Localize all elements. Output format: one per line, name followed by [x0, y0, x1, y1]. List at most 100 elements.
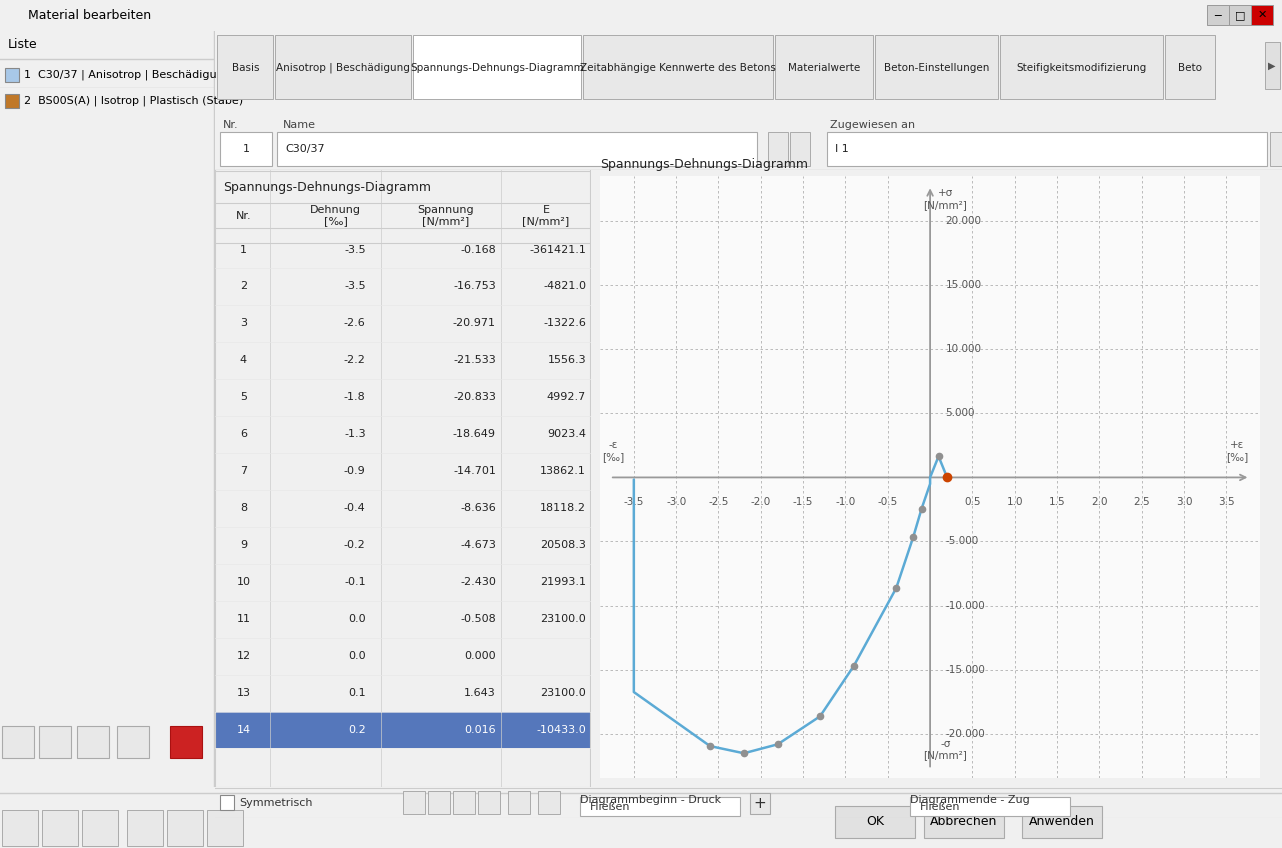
- Text: -0.9: -0.9: [344, 466, 365, 477]
- Bar: [876, 36, 999, 98]
- Text: -10.000: -10.000: [945, 600, 985, 611]
- Text: 20508.3: 20508.3: [540, 540, 586, 550]
- Text: Nr.: Nr.: [236, 210, 251, 220]
- Text: -15.000: -15.000: [945, 665, 985, 674]
- Text: OK: OK: [867, 816, 885, 828]
- Text: ✕: ✕: [1258, 10, 1267, 20]
- Text: Zeitabhängige Kennwerte des Betons: Zeitabhängige Kennwerte des Betons: [581, 63, 776, 73]
- Bar: [1022, 806, 1103, 838]
- Bar: [827, 131, 1267, 166]
- Text: 23100.0: 23100.0: [540, 688, 586, 698]
- Text: +ε
[‰]: +ε [‰]: [1226, 440, 1249, 462]
- Text: -5.000: -5.000: [945, 537, 978, 546]
- Text: -σ
[N/mm²]: -σ [N/mm²]: [923, 739, 967, 761]
- Bar: [910, 797, 1070, 817]
- Text: Spannung
[N/mm²]: Spannung [N/mm²]: [418, 204, 474, 226]
- Text: 2  BS00S(A) | Isotrop | Plastisch (Stäbe): 2 BS00S(A) | Isotrop | Plastisch (Stäbe): [24, 95, 244, 106]
- Text: Spannungs-Dehnungs-Diagramm: Spannungs-Dehnungs-Diagramm: [600, 158, 808, 171]
- Bar: [583, 36, 773, 98]
- Text: 3.0: 3.0: [1176, 497, 1192, 506]
- Text: 2.0: 2.0: [1091, 497, 1108, 506]
- Text: Liste: Liste: [8, 38, 37, 51]
- Bar: [1270, 131, 1282, 166]
- Text: 4: 4: [240, 355, 247, 365]
- Text: 0.1: 0.1: [347, 688, 365, 698]
- Text: Fließen: Fließen: [590, 802, 631, 812]
- Bar: [924, 806, 1004, 838]
- Bar: [42, 810, 78, 846]
- Bar: [221, 795, 235, 810]
- Text: Abbrechen: Abbrechen: [931, 816, 997, 828]
- Text: Spannungs-Dehnungs-Diagramm: Spannungs-Dehnungs-Diagramm: [223, 181, 431, 194]
- Text: -2.0: -2.0: [751, 497, 770, 506]
- Text: Dehnung
[‰]: Dehnung [‰]: [310, 204, 362, 226]
- Bar: [117, 726, 149, 758]
- Text: 0.0: 0.0: [347, 651, 365, 661]
- Bar: [276, 36, 412, 98]
- Bar: [82, 810, 118, 846]
- Text: 8: 8: [240, 503, 247, 513]
- Bar: [1229, 5, 1251, 25]
- Text: 1.5: 1.5: [1049, 497, 1065, 506]
- Text: 10.000: 10.000: [945, 344, 981, 354]
- Text: Steifigkeitsmodifizierung: Steifigkeitsmodifizierung: [1017, 63, 1146, 73]
- Text: -0.1: -0.1: [344, 577, 365, 587]
- Text: -18.649: -18.649: [453, 429, 496, 439]
- Bar: [5, 68, 19, 81]
- Text: -0.2: -0.2: [344, 540, 365, 550]
- Text: Anwenden: Anwenden: [1029, 816, 1095, 828]
- Text: -8.636: -8.636: [460, 503, 496, 513]
- Text: 13: 13: [236, 688, 250, 698]
- Text: -0.508: -0.508: [460, 614, 496, 624]
- Text: Materialwerte: Materialwerte: [788, 63, 860, 73]
- Text: -1.3: -1.3: [344, 429, 365, 439]
- Text: ▶: ▶: [1268, 61, 1276, 70]
- Bar: [171, 726, 203, 758]
- Bar: [1251, 5, 1273, 25]
- Text: 7: 7: [240, 466, 247, 477]
- Bar: [206, 810, 244, 846]
- Bar: [5, 93, 19, 108]
- Text: -1.5: -1.5: [794, 497, 813, 506]
- Text: 9: 9: [240, 540, 247, 550]
- Text: Basis: Basis: [232, 63, 259, 73]
- Text: -361421.1: -361421.1: [529, 244, 586, 254]
- Text: Symmetrisch: Symmetrisch: [240, 798, 313, 807]
- Text: Fließen: Fließen: [920, 802, 960, 812]
- Text: Nr.: Nr.: [223, 120, 238, 130]
- Text: -3.5: -3.5: [623, 497, 644, 506]
- Text: -ε
[‰]: -ε [‰]: [603, 440, 624, 462]
- Text: +: +: [754, 796, 767, 812]
- Bar: [127, 810, 163, 846]
- Text: -16.753: -16.753: [453, 282, 496, 292]
- Text: -1.0: -1.0: [836, 497, 855, 506]
- Bar: [790, 131, 810, 166]
- Bar: [221, 131, 272, 166]
- Text: -14.701: -14.701: [453, 466, 496, 477]
- Text: 12: 12: [236, 651, 250, 661]
- Text: 3: 3: [240, 319, 247, 328]
- Text: 1.0: 1.0: [1006, 497, 1023, 506]
- Text: Diagrammbeginn - Druck: Diagrammbeginn - Druck: [581, 795, 722, 806]
- Bar: [776, 36, 873, 98]
- Text: 0.000: 0.000: [464, 651, 496, 661]
- Bar: [218, 36, 273, 98]
- Text: -0.5: -0.5: [878, 497, 897, 506]
- Text: -21.533: -21.533: [453, 355, 496, 365]
- Text: -20.971: -20.971: [453, 319, 496, 328]
- Text: Anisotrop | Beschädigung: Anisotrop | Beschädigung: [277, 63, 410, 73]
- Text: 21993.1: 21993.1: [540, 577, 586, 587]
- Bar: [215, 711, 590, 749]
- Text: 1.643: 1.643: [464, 688, 496, 698]
- Text: -3.0: -3.0: [667, 497, 686, 506]
- Text: 23100.0: 23100.0: [540, 614, 586, 624]
- Text: -3.5: -3.5: [344, 244, 365, 254]
- Text: 1  C30/37 | Anisotrop | Beschädigung: 1 C30/37 | Anisotrop | Beschädigung: [24, 70, 231, 80]
- Text: -2.5: -2.5: [708, 497, 728, 506]
- Text: -2.2: -2.2: [344, 355, 365, 365]
- Text: 20.000: 20.000: [945, 216, 981, 226]
- Text: -20.000: -20.000: [945, 728, 985, 739]
- Text: Material bearbeiten: Material bearbeiten: [28, 8, 151, 22]
- Bar: [835, 806, 915, 838]
- Bar: [3, 810, 38, 846]
